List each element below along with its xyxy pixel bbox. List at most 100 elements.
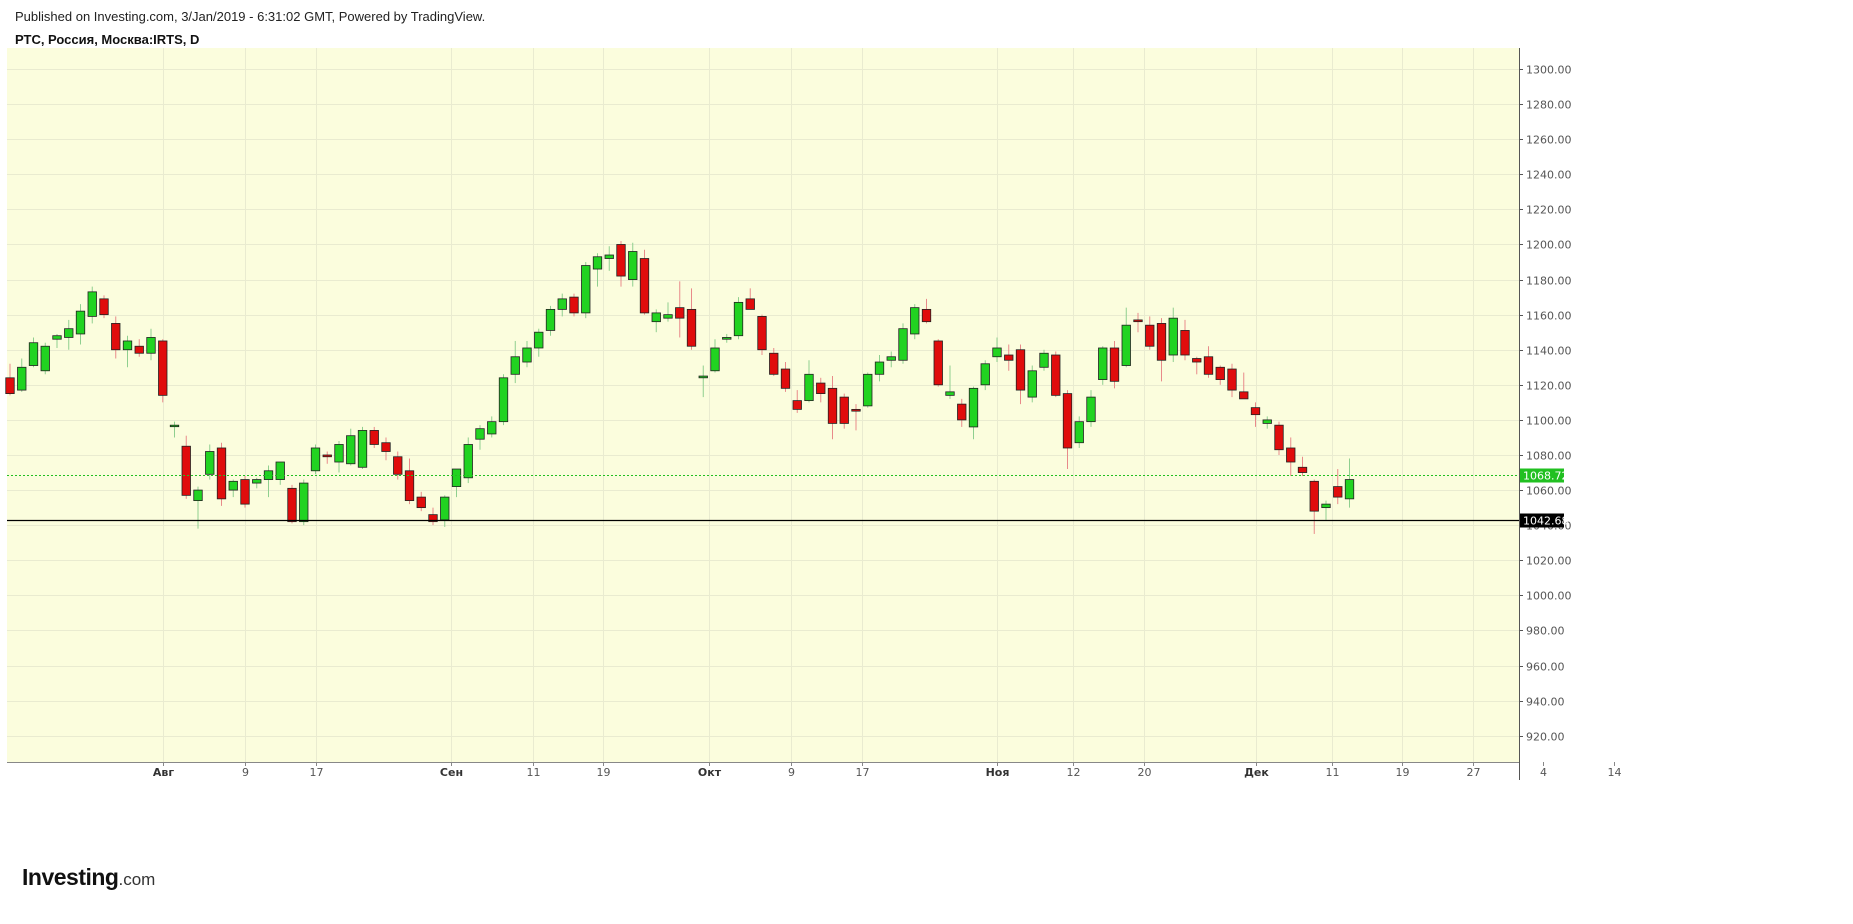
candle-up (299, 479, 309, 526)
candle-up (722, 333, 732, 343)
candle-body (99, 298, 109, 316)
candle-up (581, 262, 591, 319)
x-tick-label: Дек (1244, 766, 1269, 779)
candle-up (910, 304, 920, 340)
y-axis-panel[interactable] (1519, 48, 1853, 780)
x-axis-ticks: Авг 9 17 Сен 11 19 Окт 9 17 Ноя 12 20 Дек 11 19 27 4 14 (153, 762, 1622, 779)
candle-body (545, 308, 556, 331)
candle-down (381, 437, 391, 461)
grid-lines (7, 48, 1615, 762)
candle-body (393, 456, 403, 475)
candle-down (933, 339, 943, 387)
candle-body (52, 335, 62, 340)
candle-body (1133, 319, 1143, 323)
x-tick-label: 17 (856, 766, 870, 779)
candle-body (346, 435, 356, 465)
candle-body (604, 254, 614, 259)
candle-down (957, 398, 967, 427)
horizontal-level-label: 1042.68 (1523, 515, 1569, 528)
x-tick-label: Ноя (986, 766, 1010, 779)
candle-body (722, 337, 732, 340)
logo-suffix: .com (118, 870, 156, 889)
candle-up (733, 297, 744, 340)
candle-down (757, 314, 767, 356)
candle-body (75, 310, 86, 335)
candle-down (1227, 363, 1237, 398)
candle-body (1344, 479, 1355, 500)
candle-up (1344, 458, 1355, 508)
candle-down (428, 507, 438, 526)
candle-body (863, 373, 873, 407)
candle-up (1098, 346, 1108, 385)
candle-up (75, 304, 86, 345)
candle-body (581, 265, 591, 314)
candle-up (451, 468, 462, 498)
candle-up (980, 360, 990, 391)
x-tick-label: 12 (1067, 766, 1081, 779)
candle-down (851, 404, 861, 431)
candle-body (1227, 368, 1237, 391)
y-axis-ticks: 1300.00 1280.00 1260.00 1240.00 1220.00 1200.… (1519, 64, 1572, 744)
candle-up (498, 374, 509, 426)
candle-down (1297, 456, 1308, 477)
candle-body (1027, 370, 1037, 398)
candle-body (663, 314, 673, 319)
candle-body (816, 382, 826, 394)
candle-up (863, 372, 873, 408)
candle-body (1051, 354, 1061, 396)
y-tick-label: 980.00 (1526, 625, 1565, 638)
candle-up (228, 479, 238, 498)
x-tick-label: 27 (1467, 766, 1481, 779)
candle-down (322, 451, 332, 464)
candle-up (463, 437, 473, 484)
candle-body (592, 256, 603, 270)
candle-up (992, 337, 1002, 363)
candle-up (1168, 307, 1178, 363)
candle-up (52, 333, 62, 348)
candle-up (64, 319, 74, 350)
candle-body (17, 366, 27, 391)
candle-body (357, 430, 368, 468)
y-tick-label: 1300.00 (1526, 64, 1572, 77)
candle-up (1039, 349, 1049, 371)
candle-down (1062, 390, 1073, 470)
candle-up (698, 365, 708, 398)
candle-down (639, 249, 650, 315)
y-tick-label: 1140.00 (1526, 345, 1572, 358)
candle-up (40, 342, 50, 375)
candle-down (5, 363, 15, 396)
candle-body (1297, 466, 1308, 473)
candle-body (1062, 393, 1073, 449)
candle-body (1250, 407, 1261, 416)
plot-background[interactable] (7, 48, 1519, 762)
candle-down (1239, 372, 1249, 400)
candle-body (322, 454, 332, 458)
candle-body (228, 480, 238, 491)
candle-up (1262, 416, 1272, 429)
candle-body (252, 479, 262, 484)
candle-body (1074, 421, 1084, 444)
candle-body (534, 331, 544, 349)
candle-down (393, 451, 403, 480)
candle-down (287, 484, 297, 524)
x-tick-label: 4 (1540, 766, 1547, 779)
candle-up (487, 416, 497, 438)
candle-body (827, 387, 838, 424)
candle-body (193, 489, 203, 502)
candle-body (851, 408, 861, 412)
candle-up (17, 358, 27, 392)
y-tick-label: 1060.00 (1526, 485, 1572, 498)
candle-body (287, 487, 297, 523)
candle-up (169, 421, 180, 438)
y-tick-label: 1180.00 (1526, 275, 1572, 288)
candle-body (639, 258, 650, 314)
candle-up (628, 242, 638, 287)
x-tick-label: 9 (788, 766, 795, 779)
candle-body (64, 328, 74, 338)
candle-body (1286, 447, 1296, 463)
candle-body (1121, 324, 1131, 366)
x-axis-panel[interactable] (7, 762, 1519, 924)
candle-body (169, 424, 180, 428)
candle-down (404, 458, 415, 505)
